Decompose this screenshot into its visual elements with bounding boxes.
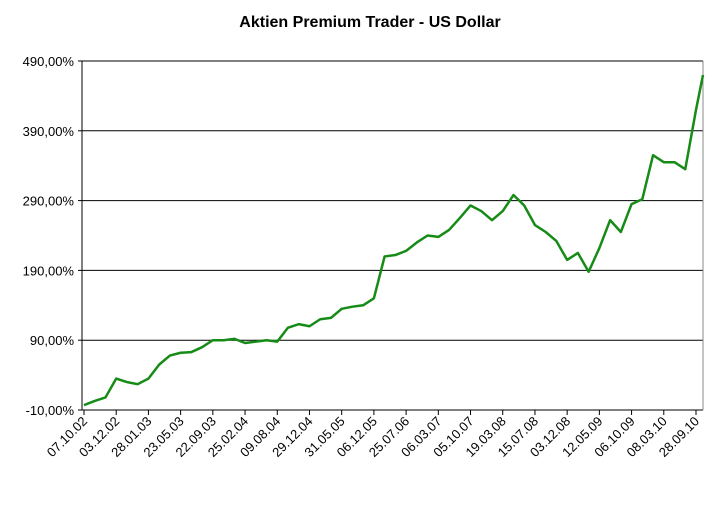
y-tick-label: 190,00% — [23, 263, 75, 278]
y-tick-label: 290,00% — [23, 194, 75, 209]
y-tick-label: 390,00% — [23, 124, 75, 139]
y-tick-label: 90,00% — [30, 333, 75, 348]
y-tick-label: 490,00% — [23, 54, 75, 69]
y-tick-label: -10,00% — [26, 403, 75, 418]
data-line — [83, 74, 705, 407]
chart-title: Aktien Premium Trader - US Dollar — [239, 14, 500, 31]
